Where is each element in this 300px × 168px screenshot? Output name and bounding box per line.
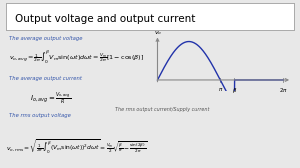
Text: Output voltage and output current: Output voltage and output current: [15, 14, 195, 24]
Text: The rms output current/Supply current: The rms output current/Supply current: [115, 107, 209, 112]
Text: $v_{o,rms}=\sqrt{\frac{1}{2\pi}\int_0^{\beta}(V_m\sin(\omega t))^2 d\omega t}=\f: $v_{o,rms}=\sqrt{\frac{1}{2\pi}\int_0^{\…: [6, 137, 148, 155]
Text: The rms output voltage: The rms output voltage: [9, 113, 71, 118]
Text: $\pi$: $\pi$: [218, 86, 223, 93]
Text: The average output voltage: The average output voltage: [9, 36, 82, 41]
Text: The average output current: The average output current: [9, 76, 82, 81]
Text: $\beta$: $\beta$: [232, 86, 237, 95]
Text: $2\pi$: $2\pi$: [279, 86, 287, 94]
Text: $v_o$: $v_o$: [154, 29, 163, 37]
Text: $I_{o,avg}=\frac{V_{o,avg}}{R}$: $I_{o,avg}=\frac{V_{o,avg}}{R}$: [30, 91, 71, 106]
Text: $v_{o,avg}=\frac{1}{2\pi}\int_0^{\beta}V_m\sin(\omega t)d\omega t=\frac{V_m}{2\p: $v_{o,avg}=\frac{1}{2\pi}\int_0^{\beta}V…: [9, 50, 144, 66]
